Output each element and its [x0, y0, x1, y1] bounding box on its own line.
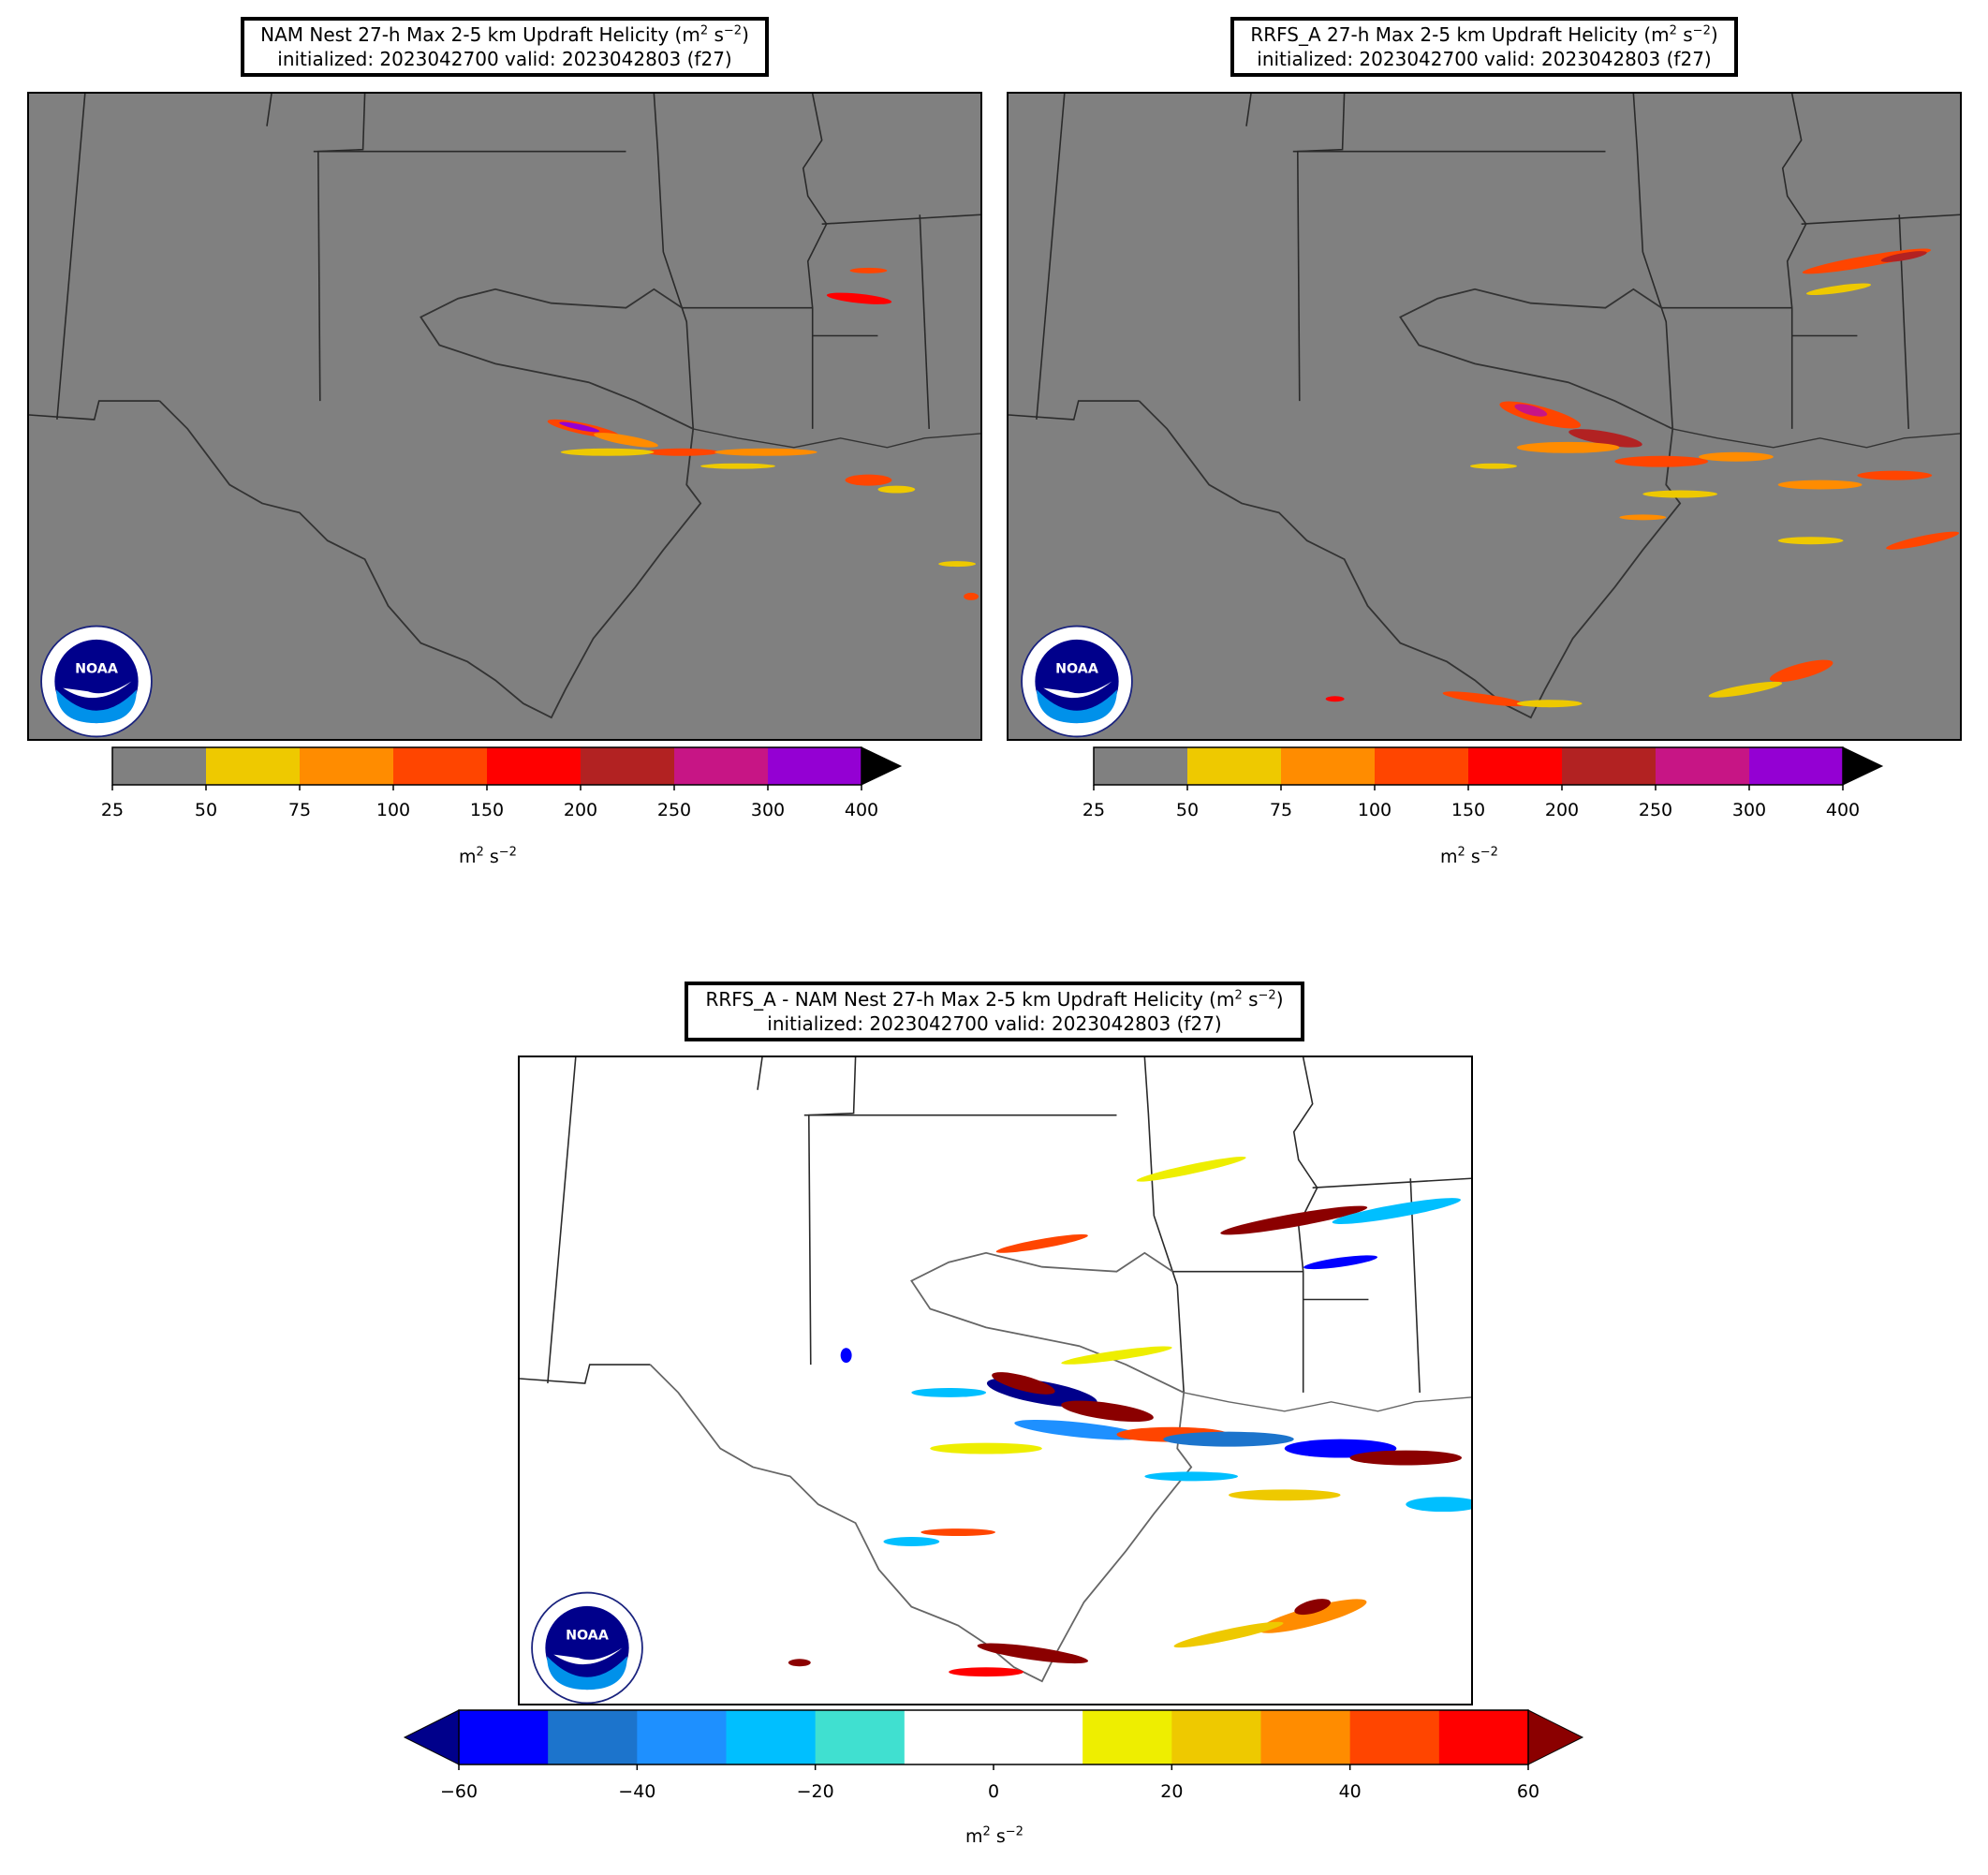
colorbar-tick-label: 25	[100, 800, 125, 820]
colorbar-segment	[1749, 747, 1844, 785]
colorbar-segment	[904, 1710, 994, 1764]
colorbar-segment	[1468, 747, 1563, 785]
noaa-logo-icon: NOAA	[1021, 625, 1133, 738]
diff-colorbar-unit: m2 s−2	[965, 1824, 1023, 1847]
colorbar-tick-label: 250	[656, 800, 692, 820]
colorbar-tick-label: 20	[1160, 1781, 1184, 1802]
svg-text:NOAA: NOAA	[1055, 662, 1098, 677]
texas-coast-border	[649, 1251, 1193, 1683]
colorbar-extend-high-arrow	[1527, 1709, 1584, 1765]
colorbar-segment	[487, 747, 582, 785]
colorbar-segment	[1438, 1710, 1529, 1764]
colorbar-tick-label: 400	[1825, 800, 1861, 820]
diff-map-canvas	[520, 1057, 1471, 1683]
colorbar-tick-label: 50	[194, 800, 218, 820]
texas-coast-border	[158, 288, 702, 719]
colorbar-segment	[1171, 1710, 1261, 1764]
nam-map	[27, 92, 982, 741]
colorbar-tick-label: 250	[1638, 800, 1673, 820]
nam-panel-title: NAM Nest 27-h Max 2-5 km Updraft Helicit…	[241, 17, 769, 77]
colorbar-tick-label: 75	[287, 800, 312, 820]
colorbar-segment	[768, 747, 862, 785]
colorbar-tick-label: 150	[469, 800, 505, 820]
colorbar-tick-label: 75	[1269, 800, 1293, 820]
gulf-coastline	[1184, 1392, 1471, 1412]
rrfs-map-canvas	[1009, 94, 1960, 719]
noaa-logo-nam: NOAA	[31, 623, 162, 740]
colorbar-tick-label: 60	[1516, 1781, 1540, 1802]
colorbar-segment	[1375, 747, 1469, 785]
colorbar-segment	[1656, 747, 1750, 785]
colorbar-segment	[459, 1710, 549, 1764]
noaa-logo-icon: NOAA	[531, 1591, 643, 1705]
colorbar-tick-label: 400	[844, 800, 879, 820]
colorbar-segment	[674, 747, 769, 785]
rrfs-map	[1007, 92, 1962, 741]
colorbar-tick-label: 100	[376, 800, 411, 820]
colorbar-segment	[1260, 1710, 1351, 1764]
colorbar-tick-label: −20	[796, 1781, 834, 1802]
colorbar-segment	[1349, 1710, 1440, 1764]
uh-swaths-nam	[547, 267, 979, 600]
colorbar-segment	[206, 747, 301, 785]
colorbar-extend-arrow	[1842, 746, 1884, 786]
gulf-coastline	[1672, 428, 1960, 449]
colorbar-segment	[393, 747, 488, 785]
nam-colorbar	[111, 746, 918, 790]
rrfs-panel-title: RRFS_A 27-h Max 2-5 km Updraft Helicity …	[1230, 17, 1738, 77]
colorbar-tick-label: 50	[1175, 800, 1200, 820]
state-borders	[29, 94, 980, 429]
noaa-logo-rrfs: NOAA	[1011, 623, 1142, 740]
colorbar-tick-label: 300	[750, 800, 786, 820]
uh-swaths-rrfs	[1325, 248, 1960, 708]
colorbar-extend-low-arrow	[403, 1709, 460, 1765]
colorbar-segment	[1082, 1710, 1172, 1764]
colorbar-tick-label: 40	[1338, 1781, 1362, 1802]
colorbar-tick-label: −60	[439, 1781, 479, 1802]
colorbar-segment	[112, 747, 207, 785]
colorbar-tick-label: 25	[1082, 800, 1106, 820]
colorbar-segment	[581, 747, 675, 785]
texas-coast-border	[1138, 288, 1682, 719]
svg-text:NOAA: NOAA	[566, 1629, 609, 1644]
diff-map	[518, 1056, 1473, 1705]
colorbar-tick-label: 100	[1357, 800, 1392, 820]
colorbar-segment	[637, 1710, 727, 1764]
noaa-logo-icon: NOAA	[40, 625, 153, 738]
state-borders	[1009, 94, 1960, 429]
colorbar-segment	[1094, 747, 1188, 785]
colorbar-segment	[994, 1710, 1083, 1764]
diff-panel-title: RRFS_A - NAM Nest 27-h Max 2-5 km Updraf…	[685, 982, 1304, 1041]
colorbar-segment	[300, 747, 394, 785]
colorbar-tick-label: 150	[1451, 800, 1486, 820]
colorbar-tick-label: 0	[987, 1781, 1000, 1802]
colorbar-segment	[1562, 747, 1657, 785]
rrfs-colorbar	[1093, 746, 1899, 790]
colorbar-segment	[726, 1710, 817, 1764]
colorbar-tick-label: 200	[1544, 800, 1580, 820]
colorbar-segment	[1281, 747, 1376, 785]
noaa-logo-diff: NOAA	[522, 1589, 653, 1706]
colorbar-segment	[815, 1710, 906, 1764]
state-borders	[520, 1057, 1471, 1393]
rrfs-colorbar-unit: m2 s−2	[1440, 845, 1498, 867]
nam-map-canvas	[29, 94, 980, 719]
svg-text:NOAA: NOAA	[75, 662, 118, 677]
colorbar-segment	[548, 1710, 638, 1764]
uh-diff-swaths	[788, 1156, 1471, 1677]
nam-colorbar-unit: m2 s−2	[459, 845, 517, 867]
colorbar-tick-label: −40	[618, 1781, 656, 1802]
colorbar-tick-label: 200	[563, 800, 598, 820]
colorbar-extend-arrow	[861, 746, 903, 786]
colorbar-segment	[1187, 747, 1282, 785]
colorbar-tick-label: 300	[1731, 800, 1767, 820]
gulf-coastline	[693, 428, 980, 449]
diff-colorbar	[403, 1709, 1584, 1770]
